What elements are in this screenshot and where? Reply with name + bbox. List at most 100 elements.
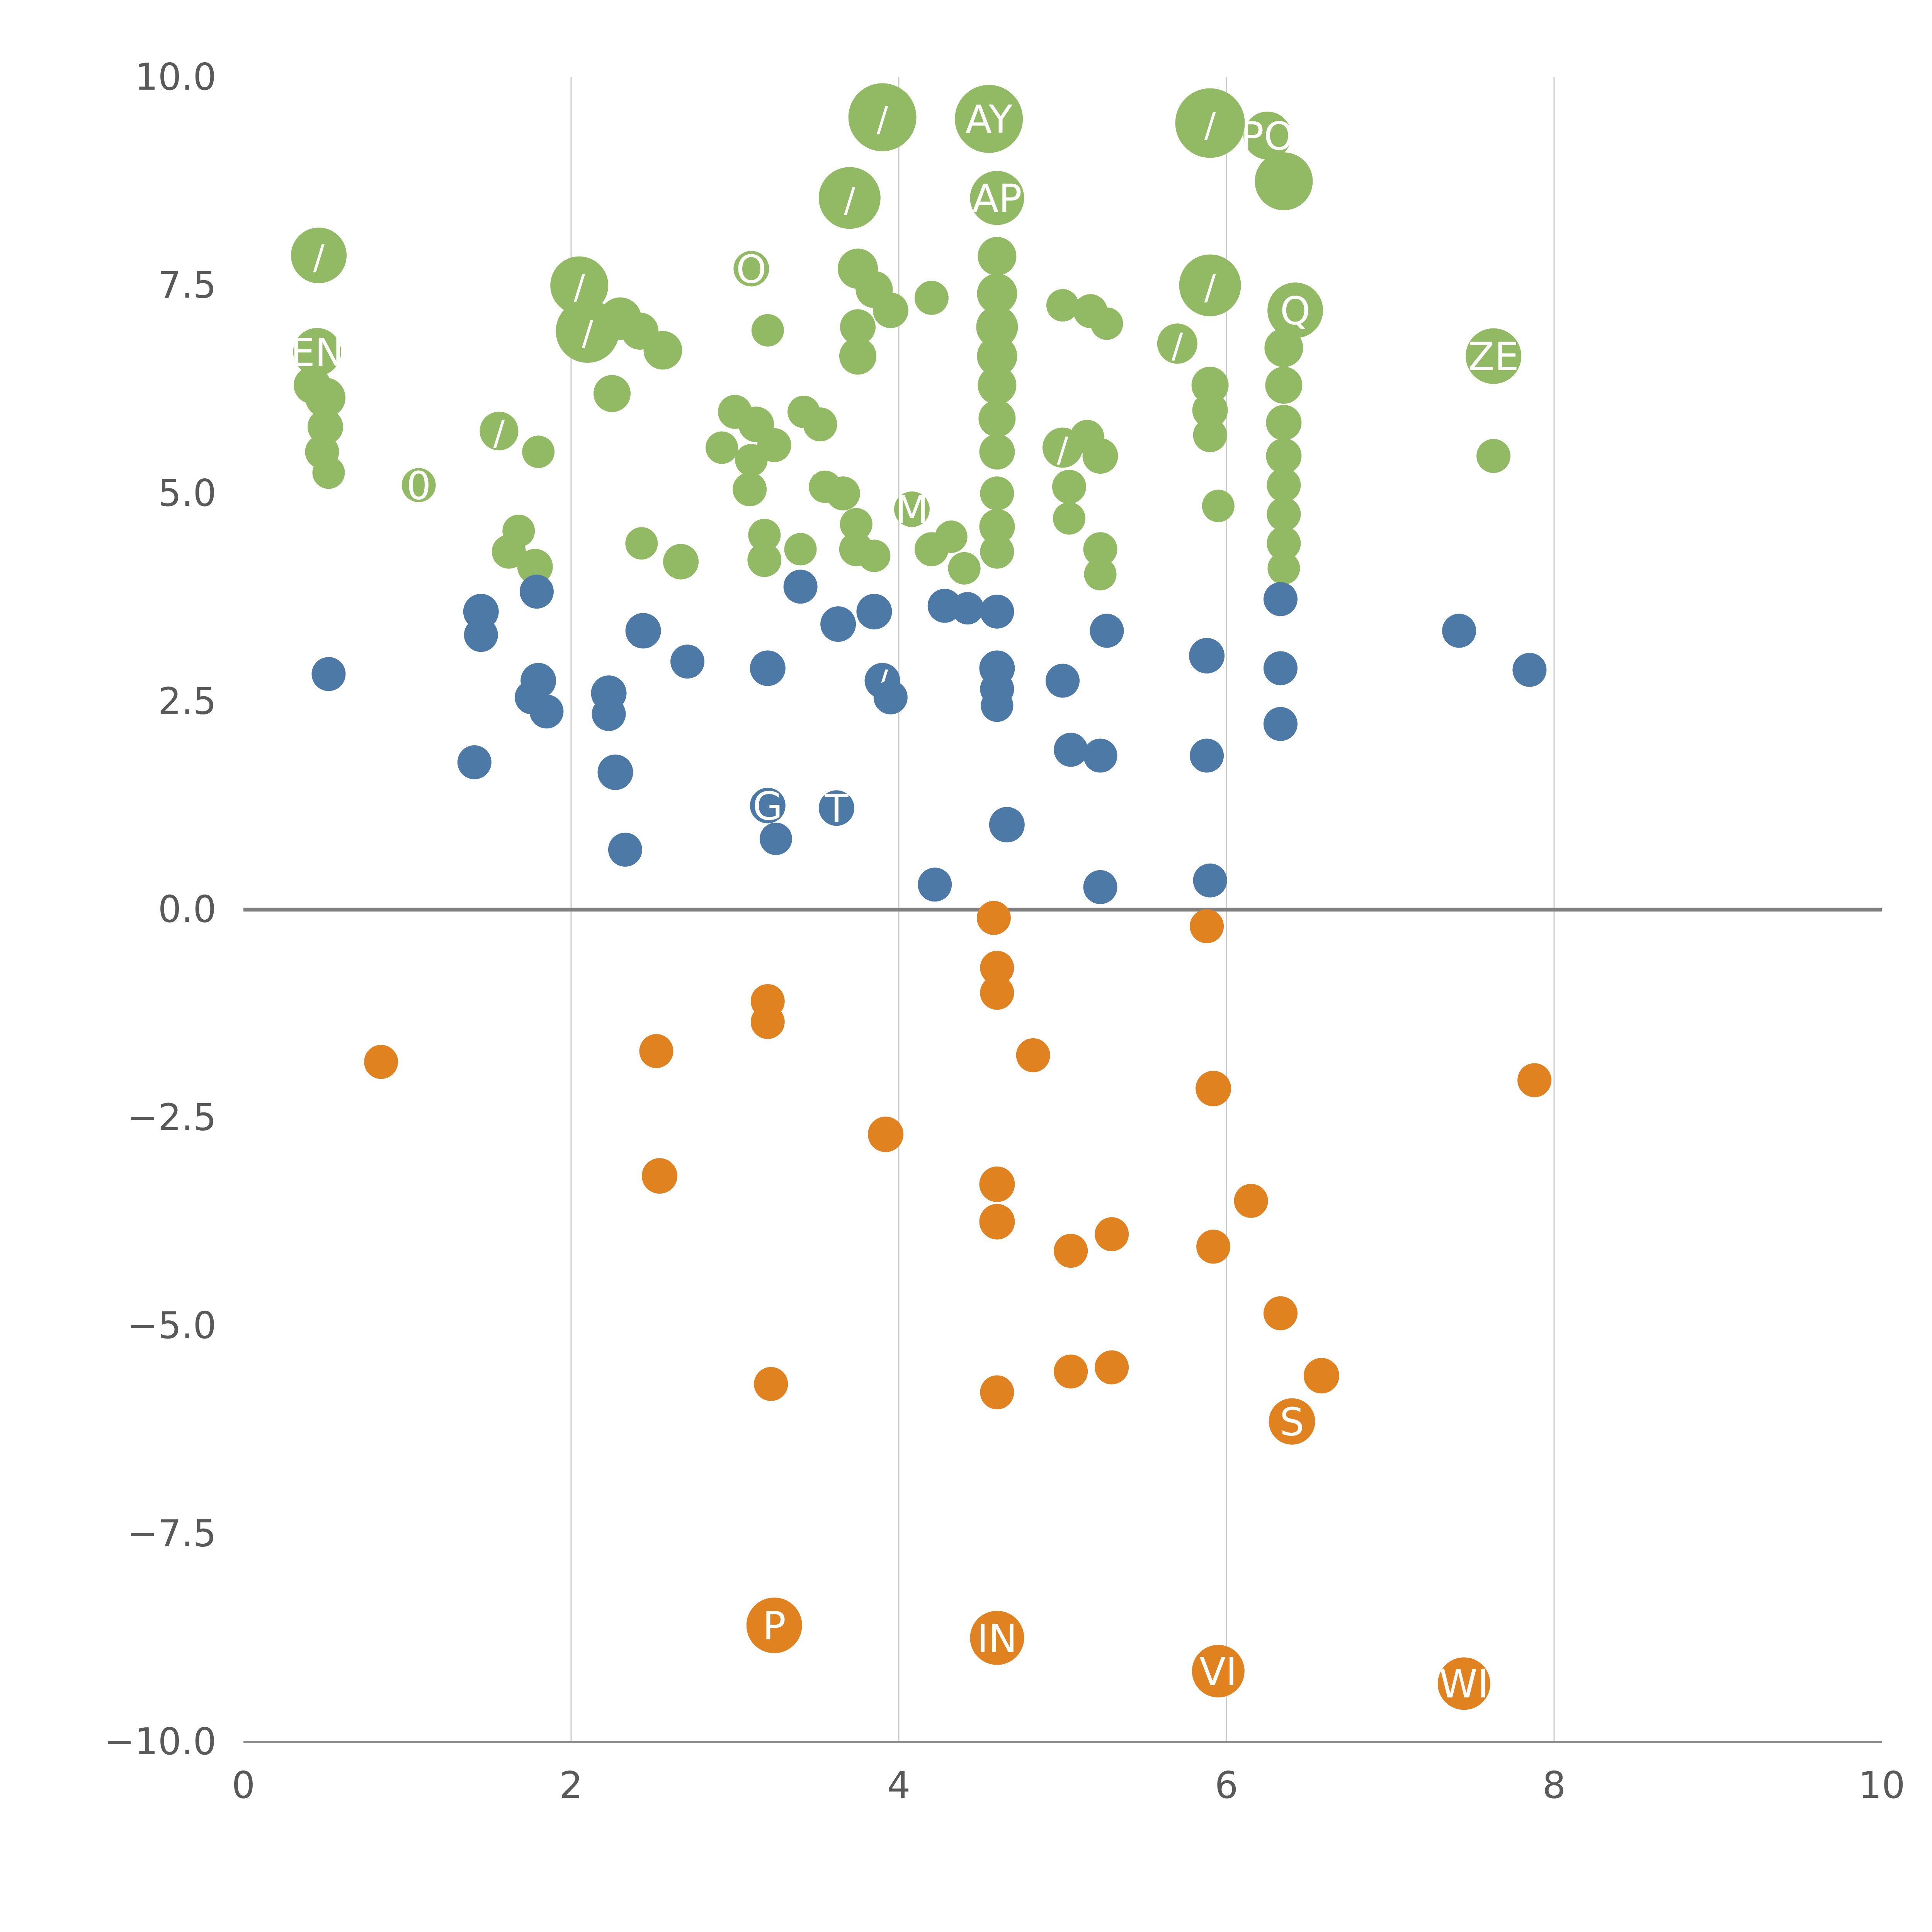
data-point [522,435,555,468]
y-tick-label: 2.5 [158,680,216,723]
data-point [783,570,818,604]
data-point-label: T [824,786,849,831]
data-point [1512,653,1547,687]
data-point [840,508,872,541]
data-point [948,552,981,585]
x-tick-label: 8 [1543,1764,1566,1807]
data-point [1196,1230,1231,1264]
data-point [670,645,705,679]
data-point [1517,1063,1552,1097]
data-point-label: S [1280,1400,1304,1445]
data-point [1095,1350,1129,1384]
data-point [1090,307,1123,340]
data-point [868,1116,904,1152]
data-point [1202,490,1235,522]
data-point [517,549,553,585]
data-point [1303,1358,1339,1394]
data-point [914,281,949,315]
data-point [858,539,891,572]
data-point [840,309,876,345]
data-point-label: PO [1240,114,1294,159]
data-point [980,534,1014,569]
data-point [1054,1354,1088,1389]
data-point [754,1367,788,1401]
data-point [1266,405,1302,440]
data-point-label: / [1204,105,1216,145]
data-point [818,167,881,229]
data-point [1243,111,1291,160]
data-point [1191,366,1229,404]
data-point [1189,638,1225,674]
data-point [955,85,1023,153]
data-point [979,434,1015,470]
data-point [401,468,436,502]
y-tick-label: −2.5 [127,1097,216,1139]
data-point [989,807,1025,843]
series-blue-positive-low: GT/ [311,570,1547,904]
data-point [1266,438,1302,474]
data-point [751,314,784,347]
data-point [760,822,792,855]
data-point [980,594,1014,629]
data-point-label: / [493,413,505,453]
data-point [1090,614,1124,648]
data-point [784,533,817,566]
data-point-label: Q [1280,288,1311,333]
data-point [293,328,341,376]
data-point [1265,366,1303,404]
data-point [981,689,1014,722]
x-tick-label: 0 [232,1764,255,1807]
data-point [1190,909,1224,944]
series-orange-negative: P IN S VI WI [364,901,1552,1710]
data-point [1083,532,1117,566]
data-point-label: WI [1439,1662,1489,1707]
data-point [978,400,1016,437]
data-point [746,1597,802,1653]
data-point-label: G [753,784,783,829]
data-point [1263,651,1298,685]
data-point [1084,558,1117,590]
data-point [1054,733,1088,767]
data-point [1269,1398,1315,1445]
y-tick-label: 10.0 [134,56,216,99]
data-point [643,331,682,370]
data-point [1157,323,1197,364]
data-point [1082,438,1118,474]
data-point-label: / [1204,268,1216,308]
data-point [1193,418,1227,452]
data-point [1263,1296,1298,1330]
data-point [733,472,767,507]
y-tick-label: 0.0 [158,888,216,931]
data-point [1192,1645,1245,1697]
data-point [978,366,1017,405]
data-point [464,618,498,652]
data-point [980,951,1014,985]
data-point [1255,152,1313,211]
data-point [970,1611,1024,1665]
data-point-label: / [313,238,325,277]
data-point [1263,582,1298,616]
data-point-label: / [844,180,855,220]
data-point [979,1204,1015,1240]
data-point [979,1166,1015,1202]
data-point [1437,1657,1490,1710]
data-point [1234,1184,1268,1218]
data-point [706,431,738,464]
data-point [1267,526,1301,561]
data-point [750,650,786,686]
data-point [597,754,633,790]
data-point-label: P [763,1603,786,1648]
x-tick-label: 2 [560,1764,583,1807]
data-point [1190,738,1224,773]
data-point [1264,328,1303,367]
data-point [735,444,768,476]
data-point-label: / [582,313,594,353]
data-point [663,544,699,580]
data-point [312,456,345,489]
data-point [1053,502,1085,535]
data-point [639,1034,673,1068]
data-point-label: VI [1199,1649,1237,1694]
